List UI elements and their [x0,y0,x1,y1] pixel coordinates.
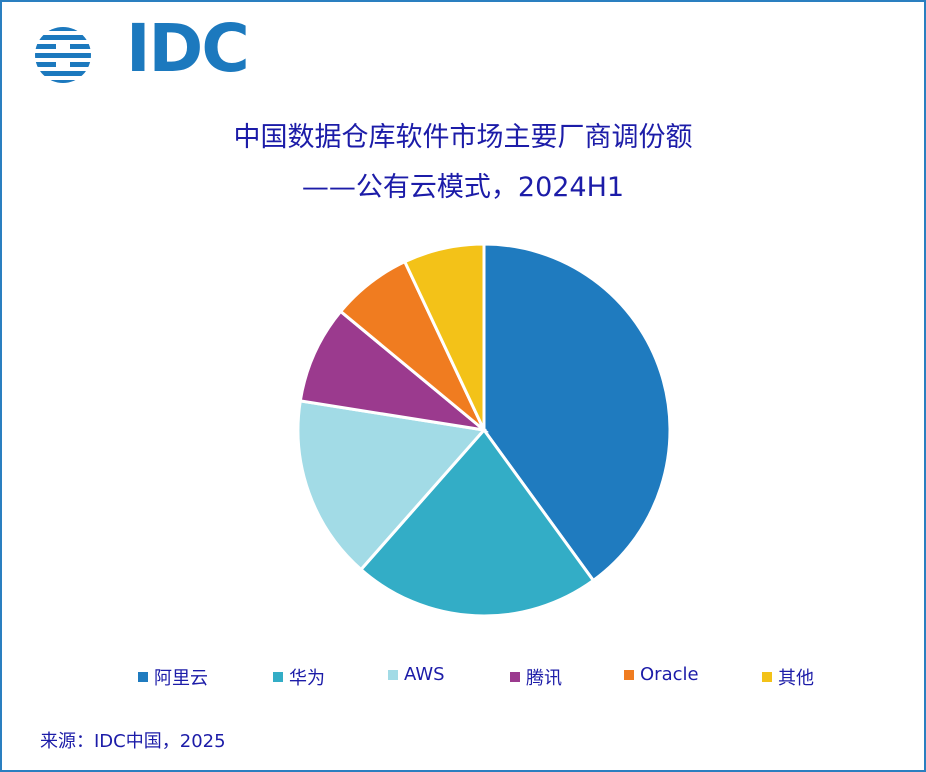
legend-item: Oracle [624,664,699,685]
legend-swatch [762,672,772,682]
idc-logo-text: IDC [126,10,250,87]
legend-swatch [510,672,520,682]
legend-swatch [388,669,398,680]
legend-label: 腾讯 [526,668,562,689]
legend-label: 其他 [778,668,814,689]
legend-swatch [138,672,148,682]
legend-label: 华为 [289,668,325,689]
chart-title: 中国数据仓库软件市场主要厂商调份额 [233,122,693,153]
idc-globe-icon [35,27,91,83]
source-note: 来源：IDC中国，2025 [40,731,226,752]
legend-item: 华为 [273,664,325,690]
legend-item: 腾讯 [510,664,562,690]
idc-logo: IDC [34,16,250,86]
legend-label: Oracle [640,664,699,685]
slice-huawei [358,427,596,618]
legend-item: 阿里云 [138,664,208,690]
chart-subtitle: ——公有云模式，2024H1 [301,172,625,203]
legend-swatch [273,672,283,682]
legend-swatch [624,669,634,680]
legend-item: 其他 [762,664,814,690]
legend-label: 阿里云 [154,668,208,689]
slice-aws [296,399,487,572]
legend-label: AWS [404,664,445,685]
slice-aliyun [482,242,672,583]
legend-item: AWS [388,664,445,685]
slice-other [402,242,486,431]
slice-tencent [298,309,490,433]
pie-chart [296,242,672,618]
chart-legend: 阿里云 华为 AWS 腾讯 Oracle 其他 [0,664,926,694]
